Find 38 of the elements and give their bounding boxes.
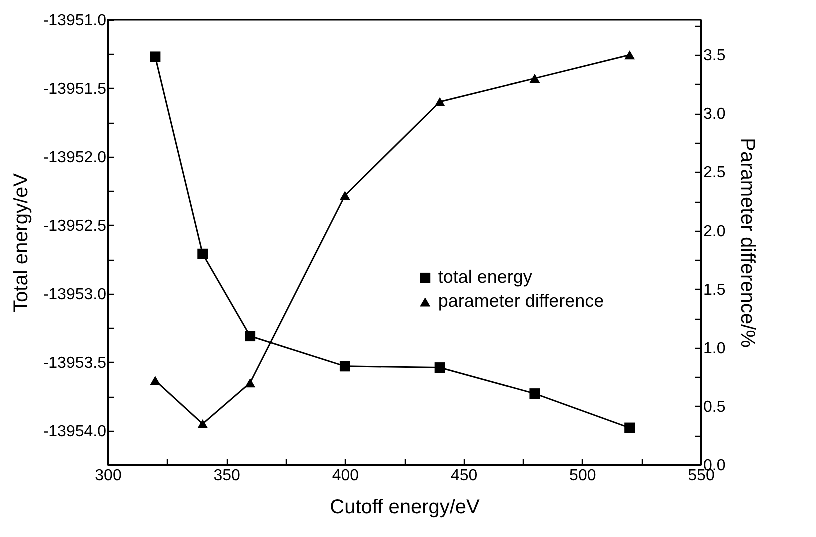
point <box>198 248 208 260</box>
y2-tick-label: 0.5 <box>704 398 726 416</box>
point <box>624 422 636 434</box>
point <box>245 331 256 342</box>
point <box>198 419 208 429</box>
point <box>150 376 161 386</box>
point <box>530 388 540 400</box>
y2-tick-label: 2.5 <box>704 164 726 182</box>
point <box>340 361 350 372</box>
y2-tick-label: 1.5 <box>704 282 726 299</box>
legend-label: parameter difference <box>438 291 604 312</box>
point <box>340 191 350 200</box>
y-tick-label: -13951.0 <box>43 12 107 30</box>
point <box>245 378 256 388</box>
point <box>624 50 636 60</box>
y-tick-label: -13953.0 <box>43 286 107 304</box>
y-tick-label: -13952.5 <box>43 218 107 235</box>
y2-tick-label: 3.0 <box>704 106 726 124</box>
x-tick-label: 350 <box>214 468 241 484</box>
x-tick-label: 300 <box>95 468 122 484</box>
y-tick-label: -13952.0 <box>43 149 107 166</box>
point <box>530 74 540 84</box>
x-tick-label: 400 <box>332 468 360 484</box>
y-axis-title: Total energy/eV <box>10 172 32 312</box>
y2-axis-title: Parameter difference/% <box>736 138 759 348</box>
x-tick-label: 450 <box>450 468 478 484</box>
x-axis-title: Cutoff energy/eV <box>330 496 481 518</box>
x-tick-label: 500 <box>570 468 596 484</box>
y-tick-label: -13954.0 <box>43 423 107 440</box>
point <box>434 97 446 107</box>
y2-tick-label: 3.5 <box>704 48 726 65</box>
y2-tick-label: 2.0 <box>704 223 726 240</box>
y-tick-label: -13951.5 <box>43 80 107 98</box>
legend-label: total energy <box>438 267 532 288</box>
y2-tick-label: 1.0 <box>704 340 726 358</box>
point <box>150 52 161 62</box>
y-tick-label: -13953.5 <box>43 354 107 372</box>
point <box>434 362 446 374</box>
